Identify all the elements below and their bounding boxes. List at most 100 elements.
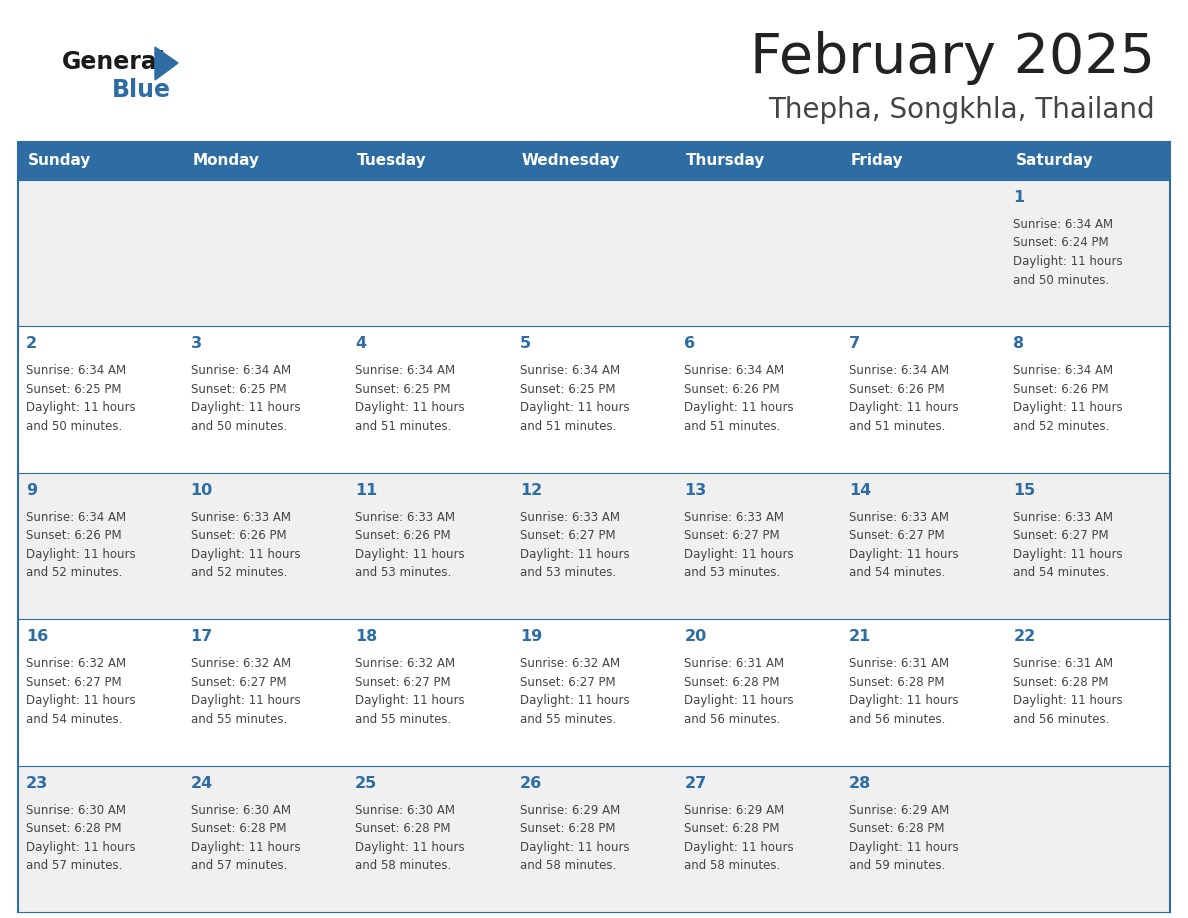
Text: Blue: Blue bbox=[112, 78, 171, 102]
Bar bbox=[18, 620, 1170, 766]
Text: and 55 minutes.: and 55 minutes. bbox=[519, 712, 615, 726]
Text: and 53 minutes.: and 53 minutes. bbox=[519, 566, 615, 579]
Text: 12: 12 bbox=[519, 483, 542, 498]
Text: and 50 minutes.: and 50 minutes. bbox=[1013, 274, 1110, 286]
Text: Daylight: 11 hours: Daylight: 11 hours bbox=[190, 694, 301, 707]
Text: 10: 10 bbox=[190, 483, 213, 498]
Text: Daylight: 11 hours: Daylight: 11 hours bbox=[1013, 548, 1123, 561]
Text: and 59 minutes.: and 59 minutes. bbox=[849, 859, 946, 872]
Text: Sunset: 6:26 PM: Sunset: 6:26 PM bbox=[26, 530, 121, 543]
Text: Sunset: 6:27 PM: Sunset: 6:27 PM bbox=[519, 530, 615, 543]
Text: Daylight: 11 hours: Daylight: 11 hours bbox=[26, 548, 135, 561]
Text: Sunrise: 6:33 AM: Sunrise: 6:33 AM bbox=[1013, 510, 1113, 524]
Text: Daylight: 11 hours: Daylight: 11 hours bbox=[26, 401, 135, 414]
Text: Daylight: 11 hours: Daylight: 11 hours bbox=[684, 548, 794, 561]
Text: Sunrise: 6:34 AM: Sunrise: 6:34 AM bbox=[26, 510, 126, 524]
Text: Sunset: 6:24 PM: Sunset: 6:24 PM bbox=[1013, 237, 1110, 250]
Text: Sunset: 6:25 PM: Sunset: 6:25 PM bbox=[355, 383, 450, 396]
Text: and 51 minutes.: and 51 minutes. bbox=[849, 420, 946, 433]
Text: Sunrise: 6:32 AM: Sunrise: 6:32 AM bbox=[355, 657, 455, 670]
Text: Sunset: 6:27 PM: Sunset: 6:27 PM bbox=[355, 676, 450, 688]
Text: 20: 20 bbox=[684, 629, 707, 644]
Text: Sunset: 6:25 PM: Sunset: 6:25 PM bbox=[519, 383, 615, 396]
Text: Sunrise: 6:33 AM: Sunrise: 6:33 AM bbox=[519, 510, 620, 524]
Text: Sunrise: 6:29 AM: Sunrise: 6:29 AM bbox=[519, 803, 620, 817]
Text: and 57 minutes.: and 57 minutes. bbox=[190, 859, 287, 872]
Text: Sunset: 6:28 PM: Sunset: 6:28 PM bbox=[684, 823, 779, 835]
Text: Daylight: 11 hours: Daylight: 11 hours bbox=[355, 548, 465, 561]
Text: Sunset: 6:28 PM: Sunset: 6:28 PM bbox=[190, 823, 286, 835]
Text: 27: 27 bbox=[684, 776, 707, 790]
Text: Sunrise: 6:34 AM: Sunrise: 6:34 AM bbox=[190, 364, 291, 377]
Text: Sunset: 6:26 PM: Sunset: 6:26 PM bbox=[684, 383, 779, 396]
Text: Sunrise: 6:34 AM: Sunrise: 6:34 AM bbox=[1013, 364, 1113, 377]
Text: 16: 16 bbox=[26, 629, 49, 644]
Text: Daylight: 11 hours: Daylight: 11 hours bbox=[849, 841, 959, 854]
Text: Sunrise: 6:32 AM: Sunrise: 6:32 AM bbox=[26, 657, 126, 670]
Text: and 54 minutes.: and 54 minutes. bbox=[849, 566, 946, 579]
Text: Sunrise: 6:34 AM: Sunrise: 6:34 AM bbox=[684, 364, 784, 377]
Text: Sunset: 6:27 PM: Sunset: 6:27 PM bbox=[849, 530, 944, 543]
Text: Wednesday: Wednesday bbox=[522, 153, 620, 169]
Text: Sunrise: 6:34 AM: Sunrise: 6:34 AM bbox=[519, 364, 620, 377]
Text: and 58 minutes.: and 58 minutes. bbox=[519, 859, 615, 872]
Bar bbox=[18, 327, 1170, 473]
Text: Daylight: 11 hours: Daylight: 11 hours bbox=[190, 548, 301, 561]
Text: 7: 7 bbox=[849, 336, 860, 352]
Text: Saturday: Saturday bbox=[1016, 153, 1093, 169]
Text: and 56 minutes.: and 56 minutes. bbox=[849, 712, 946, 726]
Text: 9: 9 bbox=[26, 483, 37, 498]
Bar bbox=[18, 473, 1170, 620]
Text: Sunrise: 6:30 AM: Sunrise: 6:30 AM bbox=[26, 803, 126, 817]
Text: and 51 minutes.: and 51 minutes. bbox=[519, 420, 617, 433]
Text: 22: 22 bbox=[1013, 629, 1036, 644]
Text: and 52 minutes.: and 52 minutes. bbox=[1013, 420, 1110, 433]
Text: Sunrise: 6:31 AM: Sunrise: 6:31 AM bbox=[849, 657, 949, 670]
Text: Sunday: Sunday bbox=[29, 153, 91, 169]
Text: Sunset: 6:26 PM: Sunset: 6:26 PM bbox=[355, 530, 450, 543]
Text: and 57 minutes.: and 57 minutes. bbox=[26, 859, 122, 872]
Text: Sunset: 6:28 PM: Sunset: 6:28 PM bbox=[849, 823, 944, 835]
Text: 2: 2 bbox=[26, 336, 37, 352]
Text: Sunset: 6:27 PM: Sunset: 6:27 PM bbox=[519, 676, 615, 688]
Text: Sunset: 6:28 PM: Sunset: 6:28 PM bbox=[519, 823, 615, 835]
Text: Daylight: 11 hours: Daylight: 11 hours bbox=[355, 401, 465, 414]
Text: Daylight: 11 hours: Daylight: 11 hours bbox=[849, 694, 959, 707]
Text: Daylight: 11 hours: Daylight: 11 hours bbox=[849, 401, 959, 414]
Text: Sunset: 6:28 PM: Sunset: 6:28 PM bbox=[1013, 676, 1108, 688]
Text: Daylight: 11 hours: Daylight: 11 hours bbox=[684, 694, 794, 707]
Text: Daylight: 11 hours: Daylight: 11 hours bbox=[1013, 255, 1123, 268]
Text: 17: 17 bbox=[190, 629, 213, 644]
Text: 1: 1 bbox=[1013, 190, 1024, 205]
Text: Sunrise: 6:32 AM: Sunrise: 6:32 AM bbox=[190, 657, 291, 670]
Text: Sunset: 6:26 PM: Sunset: 6:26 PM bbox=[190, 530, 286, 543]
Text: Daylight: 11 hours: Daylight: 11 hours bbox=[190, 401, 301, 414]
Text: Sunrise: 6:31 AM: Sunrise: 6:31 AM bbox=[1013, 657, 1113, 670]
Text: and 50 minutes.: and 50 minutes. bbox=[26, 420, 122, 433]
Text: Sunset: 6:25 PM: Sunset: 6:25 PM bbox=[26, 383, 121, 396]
Text: Sunset: 6:28 PM: Sunset: 6:28 PM bbox=[26, 823, 121, 835]
Text: Sunset: 6:28 PM: Sunset: 6:28 PM bbox=[849, 676, 944, 688]
Text: Daylight: 11 hours: Daylight: 11 hours bbox=[26, 841, 135, 854]
Text: Daylight: 11 hours: Daylight: 11 hours bbox=[1013, 694, 1123, 707]
Text: and 54 minutes.: and 54 minutes. bbox=[1013, 566, 1110, 579]
Text: Sunset: 6:28 PM: Sunset: 6:28 PM bbox=[684, 676, 779, 688]
Text: and 51 minutes.: and 51 minutes. bbox=[355, 420, 451, 433]
Text: Daylight: 11 hours: Daylight: 11 hours bbox=[519, 841, 630, 854]
Bar bbox=[18, 142, 1170, 180]
Bar bbox=[18, 180, 1170, 327]
Text: and 53 minutes.: and 53 minutes. bbox=[684, 566, 781, 579]
Text: Sunset: 6:28 PM: Sunset: 6:28 PM bbox=[355, 823, 450, 835]
Text: Thepha, Songkhla, Thailand: Thepha, Songkhla, Thailand bbox=[769, 96, 1155, 124]
Text: and 52 minutes.: and 52 minutes. bbox=[26, 566, 122, 579]
Text: and 53 minutes.: and 53 minutes. bbox=[355, 566, 451, 579]
Text: 15: 15 bbox=[1013, 483, 1036, 498]
Text: Tuesday: Tuesday bbox=[358, 153, 426, 169]
Text: Sunrise: 6:33 AM: Sunrise: 6:33 AM bbox=[684, 510, 784, 524]
Text: Sunset: 6:27 PM: Sunset: 6:27 PM bbox=[190, 676, 286, 688]
Text: Sunset: 6:25 PM: Sunset: 6:25 PM bbox=[190, 383, 286, 396]
Text: Friday: Friday bbox=[851, 153, 904, 169]
Text: 23: 23 bbox=[26, 776, 49, 790]
Text: and 52 minutes.: and 52 minutes. bbox=[190, 566, 287, 579]
Text: Monday: Monday bbox=[192, 153, 259, 169]
